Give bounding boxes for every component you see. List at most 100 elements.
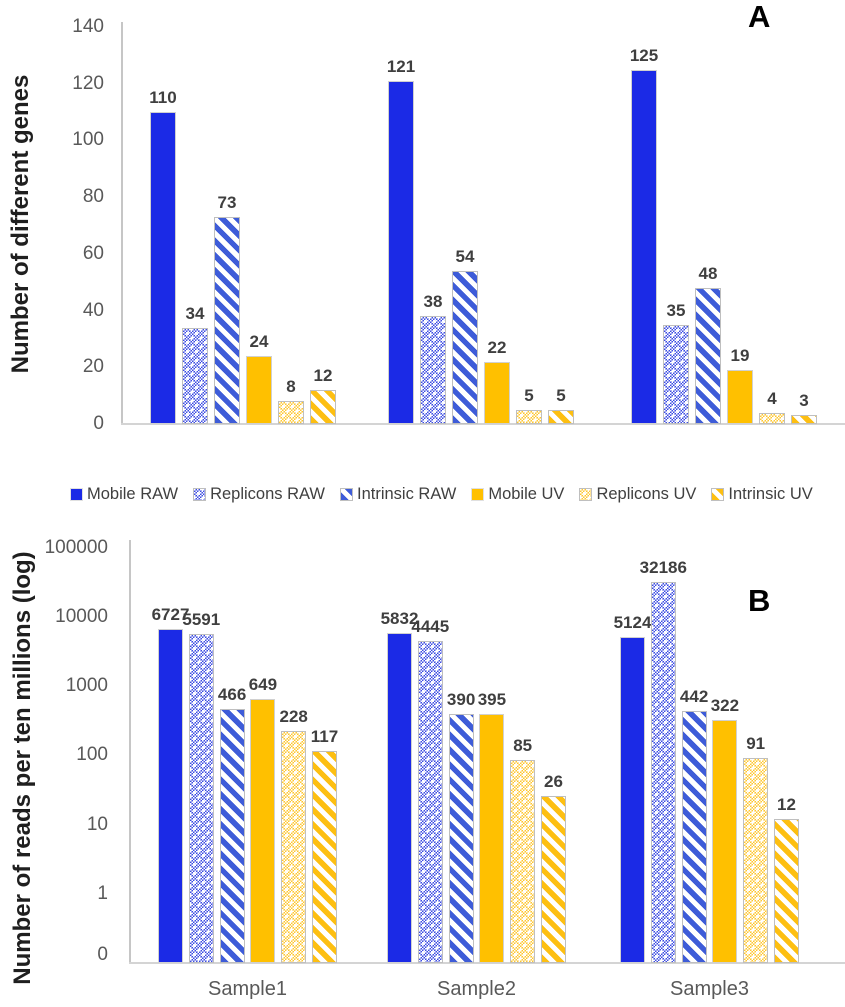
y-axis-tick-label: 100 [76, 744, 108, 766]
y-axis-tick-label: 80 [82, 186, 104, 208]
y-axis-tick-label: 1000 [65, 675, 108, 697]
legend-swatch-icon [340, 488, 353, 501]
panel-label: A [748, 0, 771, 34]
bar-replicons-uv-sample2 [510, 760, 536, 963]
bar-replicons-raw-sample3 [663, 324, 689, 424]
legend-label: Replicons RAW [210, 485, 325, 503]
bar-intrinsic-raw-sample2 [452, 270, 478, 424]
x-axis-category-label: Sample2 [437, 978, 516, 1000]
y-axis-tick-label: 140 [72, 16, 104, 37]
bar-replicons-raw-sample1 [182, 327, 208, 424]
bar-mobile-uv-sample3 [727, 370, 753, 424]
bar-value-label: 73 [217, 192, 237, 212]
bar-value-label: 125 [629, 45, 659, 65]
bar-mobile-raw-sample3 [631, 69, 657, 424]
bar-intrinsic-uv-sample1 [310, 389, 336, 424]
panel-label: B [748, 583, 771, 618]
y-axis-title: Number of reads per ten millions (log) [9, 551, 36, 985]
bar-value-label: 6727 [151, 604, 190, 624]
bar-value-label: 8 [286, 377, 296, 397]
bar-value-label: 32186 [639, 557, 687, 577]
bar-mobile-uv-sample2 [479, 714, 505, 963]
bar-value-label: 322 [710, 696, 740, 716]
y-axis-line [129, 540, 131, 963]
bar-replicons-uv-sample1 [281, 730, 307, 963]
y-axis-tick-label: 100000 [44, 536, 108, 558]
bar-value-label: 85 [513, 736, 533, 756]
legend-label: Replicons UV [596, 485, 697, 503]
y-axis-tick-label: 40 [82, 299, 104, 321]
y-axis-line [121, 22, 123, 424]
bar-intrinsic-uv-sample2 [548, 409, 574, 424]
y-axis-tick-label: 1 [97, 883, 108, 904]
y-axis-tick-label: 20 [82, 356, 104, 378]
bar-replicons-raw-sample2 [417, 641, 443, 963]
bar-mobile-uv-sample1 [250, 699, 276, 963]
legend-item-mobile-uv: Mobile UV [471, 485, 564, 504]
bar-intrinsic-uv-sample3 [791, 415, 817, 424]
x-axis-line [121, 423, 845, 425]
bar-replicons-raw-sample3 [650, 581, 676, 963]
bar-value-label: 5124 [613, 612, 652, 632]
bar-replicons-raw-sample1 [188, 634, 214, 963]
bar-value-label: 466 [217, 685, 247, 705]
bar-replicons-uv-sample2 [516, 409, 542, 424]
legend-item-replicons-uv: Replicons UV [579, 485, 696, 504]
bar-intrinsic-uv-sample2 [541, 795, 566, 963]
bar-value-label: 38 [423, 292, 443, 312]
bar-value-label: 442 [679, 686, 709, 706]
legend-label: Mobile UV [488, 485, 565, 503]
bar-value-label: 110 [149, 88, 177, 108]
y-axis-tick-label: 0 [93, 413, 104, 434]
bar-value-label: 228 [279, 706, 308, 726]
bar-intrinsic-raw-sample1 [219, 709, 245, 963]
legend-label: Mobile RAW [87, 485, 179, 503]
legend-swatch-icon [193, 488, 207, 501]
legend-swatch-icon [70, 488, 83, 501]
bar-value-label: 117 [310, 726, 339, 746]
bar-value-label: 91 [746, 734, 766, 754]
bar-value-label: 5 [524, 385, 534, 405]
y-axis-tick-label: 60 [82, 242, 104, 264]
bar-value-label: 34 [185, 303, 205, 323]
bar-mobile-uv-sample1 [246, 355, 272, 424]
bar-intrinsic-uv-sample1 [312, 750, 337, 963]
bar-value-label: 4445 [411, 617, 450, 637]
bar-value-label: 35 [666, 300, 686, 320]
bar-mobile-raw-sample3 [620, 636, 645, 963]
y-axis-tick-label: 10000 [55, 605, 108, 627]
y-axis-tick-label: 100 [72, 129, 104, 151]
bar-mobile-uv-sample3 [712, 720, 738, 963]
legend-item-replicons-raw: Replicons RAW [193, 485, 325, 504]
legend-label: Intrinsic RAW [357, 485, 457, 503]
bar-value-label: 5 [556, 385, 566, 405]
bar-replicons-uv-sample1 [278, 401, 304, 424]
bar-value-label: 24 [249, 331, 269, 351]
legend-swatch-icon [711, 488, 725, 501]
x-axis-category-label: Sample3 [670, 978, 749, 1000]
bar-value-label: 121 [386, 56, 416, 76]
bar-value-label: 390 [446, 690, 476, 710]
bar-mobile-raw-sample2 [387, 633, 412, 963]
y-axis-tick-label: 10 [86, 813, 108, 835]
bar-value-label: 3 [799, 391, 809, 411]
bar-mobile-uv-sample2 [484, 361, 510, 424]
x-axis-category-label: Sample1 [208, 978, 287, 1000]
bar-value-label: 12 [777, 795, 796, 815]
legend-item-intrinsic-uv: Intrinsic UV [711, 485, 813, 504]
bar-value-label: 5832 [380, 609, 419, 629]
bar-value-label: 395 [477, 690, 507, 710]
bar-replicons-uv-sample3 [743, 758, 769, 963]
bar-value-label: 48 [698, 263, 718, 283]
bar-value-label: 5591 [182, 610, 221, 630]
x-axis-line [129, 962, 845, 964]
bar-value-label: 22 [487, 337, 507, 357]
y-axis-title: Number of different genes [7, 74, 34, 374]
bar-intrinsic-raw-sample3 [681, 710, 707, 963]
legend-item-intrinsic-raw: Intrinsic RAW [340, 485, 456, 504]
y-axis-tick-label: 0 [97, 944, 108, 965]
bar-mobile-raw-sample1 [150, 112, 176, 424]
y-axis-tick-label: 120 [72, 72, 104, 94]
legend-swatch-icon [471, 488, 485, 501]
chart-legend: Mobile RAW Replicons RAW Intrinsic RAW Mobi… [70, 485, 813, 504]
